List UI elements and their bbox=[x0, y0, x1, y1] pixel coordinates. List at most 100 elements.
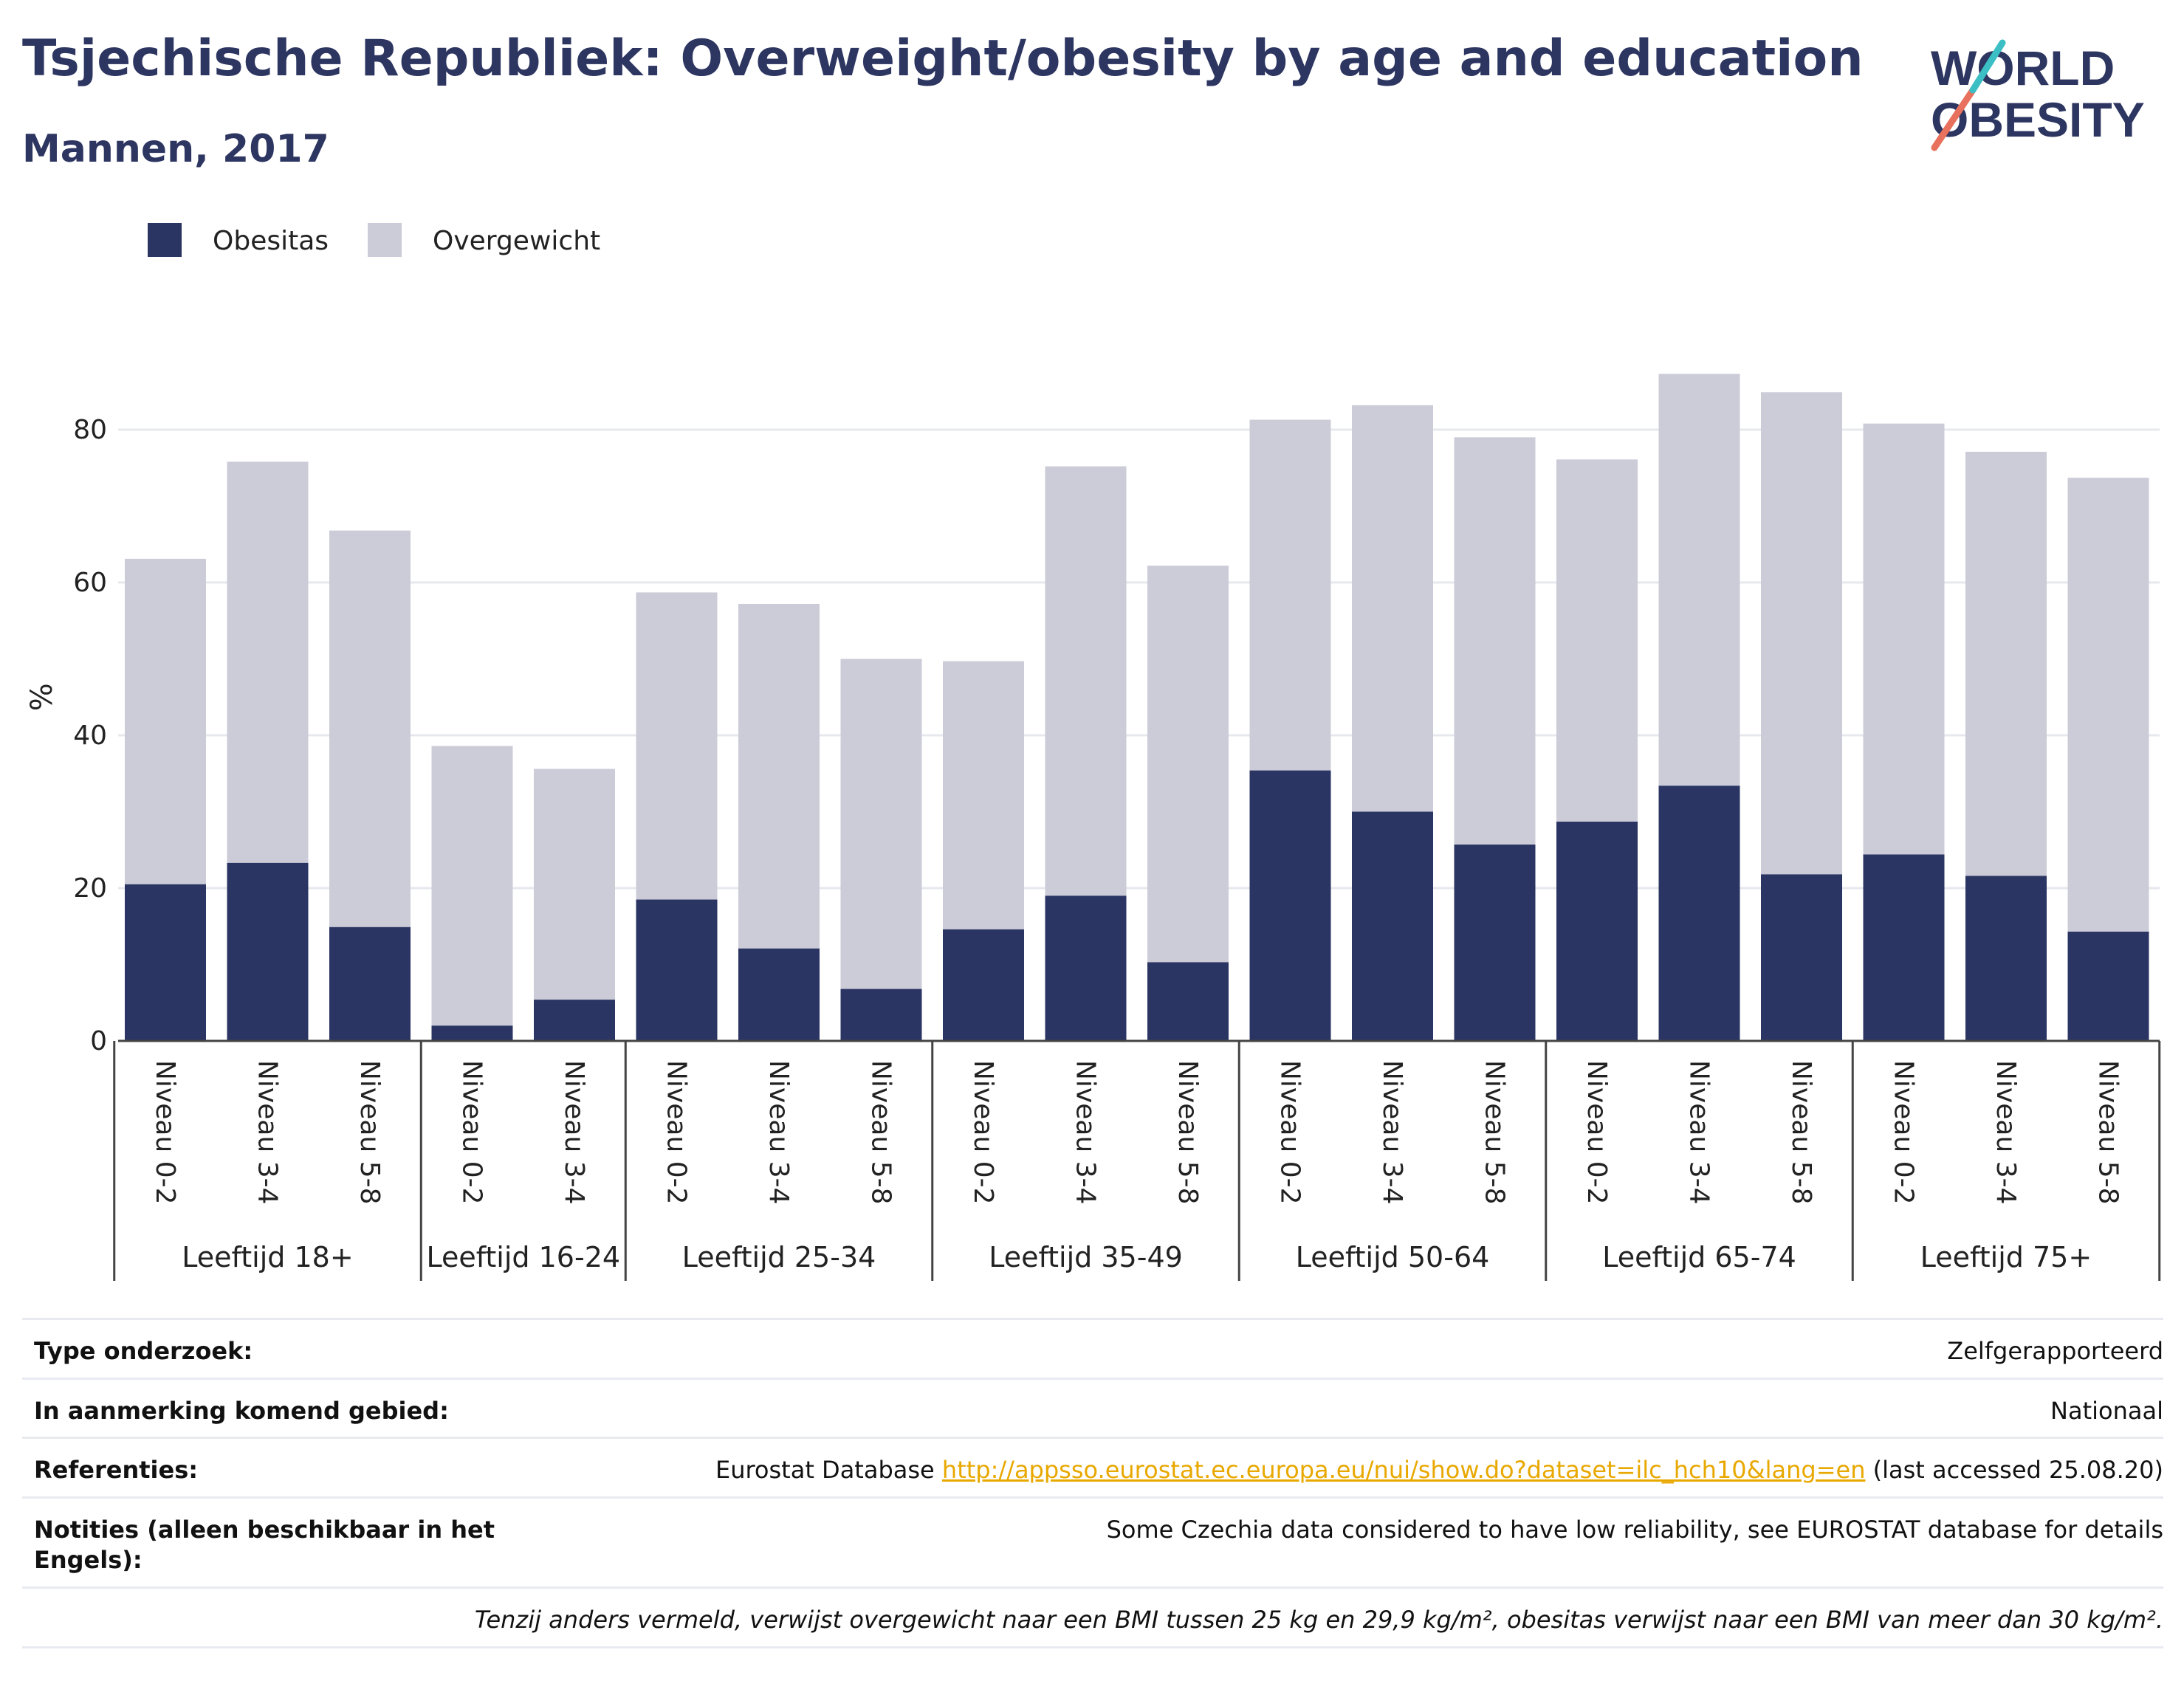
bar-obesity bbox=[1454, 845, 1536, 1041]
bar-obesity bbox=[1556, 821, 1638, 1041]
bar-obesity bbox=[1249, 770, 1331, 1041]
bar-overweight bbox=[329, 530, 411, 927]
x-tick-label: Niveau 3-4 bbox=[763, 1060, 794, 1205]
bar-obesity bbox=[840, 989, 922, 1041]
bar-obesity bbox=[1352, 811, 1433, 1041]
bar-obesity bbox=[1965, 876, 2047, 1041]
logo-line-1: WORLD bbox=[1931, 41, 2115, 95]
references-link[interactable]: http://appsso.eurostat.ec.europa.eu/nui/… bbox=[941, 1456, 1866, 1485]
x-axis: Niveau 0-2 Niveau 3-4 Niveau 5-8 Leeftijd 1… bbox=[113, 1039, 2161, 1281]
x-tick-label: Niveau 5-8 bbox=[866, 1060, 896, 1205]
x-tick-label: Niveau 3-4 bbox=[1991, 1060, 2021, 1205]
bar-overweight bbox=[943, 661, 1024, 929]
stacked-bar-chart: Obesitas Overgewicht 0 20 40 60 80% Niveau 0-… bbox=[25, 223, 2161, 1281]
info-row-references: Referenties: Eurostat Database http://ap… bbox=[22, 1437, 2163, 1496]
y-tick-label: 0 bbox=[90, 1026, 107, 1056]
bar-obesity bbox=[1658, 785, 1740, 1041]
y-tick-label: 40 bbox=[73, 721, 107, 751]
x-tick-label: Niveau 3-4 bbox=[559, 1060, 589, 1205]
bar-obesity bbox=[2067, 931, 2149, 1041]
bar-overweight bbox=[1249, 419, 1331, 771]
bar-obesity bbox=[738, 948, 820, 1041]
info-row-survey-type: Type onderzoek: Zelfgerapporteerd bbox=[22, 1318, 2163, 1378]
gridlines bbox=[118, 428, 2160, 890]
footnote-text: Tenzij anders vermeld, verwijst overgewi… bbox=[474, 1605, 2163, 1634]
x-tick-label: Niveau 0-2 bbox=[1582, 1060, 1612, 1205]
bar-obesity bbox=[534, 1000, 615, 1041]
chart-subtitle: Mannen, 2017 bbox=[22, 127, 329, 171]
bar-obesity bbox=[125, 884, 206, 1041]
info-row-footnote: Tenzij anders vermeld, verwijst overgewi… bbox=[22, 1586, 2163, 1648]
group-label: Leeftijd 25-34 bbox=[682, 1241, 876, 1273]
bar-overweight bbox=[227, 461, 309, 863]
survey-type-value: Zelfgerapporteerd bbox=[1947, 1337, 2163, 1365]
bar-obesity bbox=[1045, 895, 1127, 1041]
references-suffix: (last accessed 25.08.20) bbox=[1872, 1456, 2163, 1485]
x-tick-label: Niveau 0-2 bbox=[662, 1060, 692, 1205]
x-tick-label: Niveau 5-8 bbox=[2093, 1060, 2123, 1205]
info-table: Type onderzoek: Zelfgerapporteerd In aan… bbox=[22, 1318, 2163, 1648]
y-axis: 0 20 40 60 80% bbox=[25, 415, 107, 1056]
x-tick-label: Niveau 3-4 bbox=[253, 1060, 283, 1205]
bar-overweight bbox=[738, 603, 820, 949]
bar-obesity bbox=[329, 926, 411, 1041]
group-label: Leeftijd 75+ bbox=[1920, 1241, 2092, 1273]
group-label: Leeftijd 18+ bbox=[182, 1241, 353, 1273]
bar-overweight bbox=[636, 592, 718, 900]
area-value: Nationaal bbox=[2050, 1396, 2163, 1425]
y-tick-label: 80 bbox=[73, 415, 107, 445]
x-tick-label: Niveau 5-8 bbox=[354, 1060, 385, 1205]
chart-title: Tsjechische Republiek: Overweight/obesit… bbox=[22, 30, 1864, 88]
y-axis-label: % bbox=[25, 683, 59, 711]
references-label: Referenties: bbox=[34, 1456, 199, 1485]
x-tick-label: Niveau 0-2 bbox=[150, 1060, 180, 1205]
legend: Obesitas Overgewicht bbox=[148, 223, 600, 257]
bars bbox=[125, 374, 2149, 1041]
notes-label: Notities (alleen beschikbaar in het Enge… bbox=[34, 1515, 495, 1575]
x-tick-label: Niveau 0-2 bbox=[1275, 1060, 1305, 1205]
bar-obesity bbox=[1863, 854, 1945, 1041]
bar-obesity bbox=[943, 929, 1024, 1041]
info-row-area: In aanmerking komend gebied: Nationaal bbox=[22, 1377, 2163, 1437]
bar-overweight bbox=[1863, 423, 1945, 855]
legend-label-overweight: Overgewicht bbox=[433, 226, 600, 256]
x-tick-label: Niveau 5-8 bbox=[1172, 1060, 1203, 1205]
x-tick-label: Niveau 0-2 bbox=[457, 1060, 487, 1205]
y-tick-label: 20 bbox=[73, 873, 107, 904]
bar-overweight bbox=[840, 659, 922, 989]
x-tick-label: Niveau 3-4 bbox=[1684, 1060, 1714, 1205]
bar-obesity bbox=[1147, 962, 1229, 1041]
x-tick-label: Niveau 3-4 bbox=[1377, 1060, 1407, 1205]
bar-obesity bbox=[636, 899, 718, 1041]
x-tick-label: Niveau 5-8 bbox=[1786, 1060, 1816, 1205]
group-label: Leeftijd 16-24 bbox=[426, 1241, 620, 1273]
info-row-notes: Notities (alleen beschikbaar in het Enge… bbox=[22, 1496, 2163, 1586]
bar-overweight bbox=[125, 558, 206, 884]
x-tick-label: Niveau 0-2 bbox=[1889, 1060, 1919, 1205]
legend-label-obesity: Obesitas bbox=[213, 226, 329, 256]
bar-overweight bbox=[1045, 466, 1127, 896]
bar-overweight bbox=[1147, 565, 1229, 963]
group-label: Leeftijd 50-64 bbox=[1296, 1241, 1490, 1273]
references-value: Eurostat Database http://appsso.eurostat… bbox=[715, 1455, 2163, 1486]
legend-swatch-overweight bbox=[368, 223, 402, 257]
bar-overweight bbox=[2067, 478, 2149, 932]
bar-overweight bbox=[1658, 374, 1740, 786]
bar-obesity bbox=[431, 1025, 513, 1041]
x-tick-label: Niveau 5-8 bbox=[1480, 1060, 1510, 1205]
bar-overweight bbox=[431, 746, 513, 1026]
bar-overweight bbox=[1352, 405, 1433, 812]
x-tick-label: Niveau 3-4 bbox=[1071, 1060, 1101, 1205]
logo-slash-coral bbox=[1931, 86, 1977, 151]
group-label: Leeftijd 35-49 bbox=[989, 1241, 1183, 1273]
notes-value: Some Czechia data considered to have low… bbox=[1106, 1515, 2163, 1544]
survey-type-label: Type onderzoek: bbox=[34, 1337, 253, 1365]
logo-slash-teal bbox=[1969, 39, 2006, 94]
x-tick-label: Niveau 0-2 bbox=[968, 1060, 998, 1205]
bar-overweight bbox=[1556, 459, 1638, 822]
bar-overweight bbox=[1761, 392, 1842, 875]
bar-obesity bbox=[1761, 874, 1842, 1041]
references-prefix: Eurostat Database bbox=[715, 1456, 935, 1485]
bar-overweight bbox=[534, 769, 615, 1000]
legend-swatch-obesity bbox=[148, 223, 182, 257]
